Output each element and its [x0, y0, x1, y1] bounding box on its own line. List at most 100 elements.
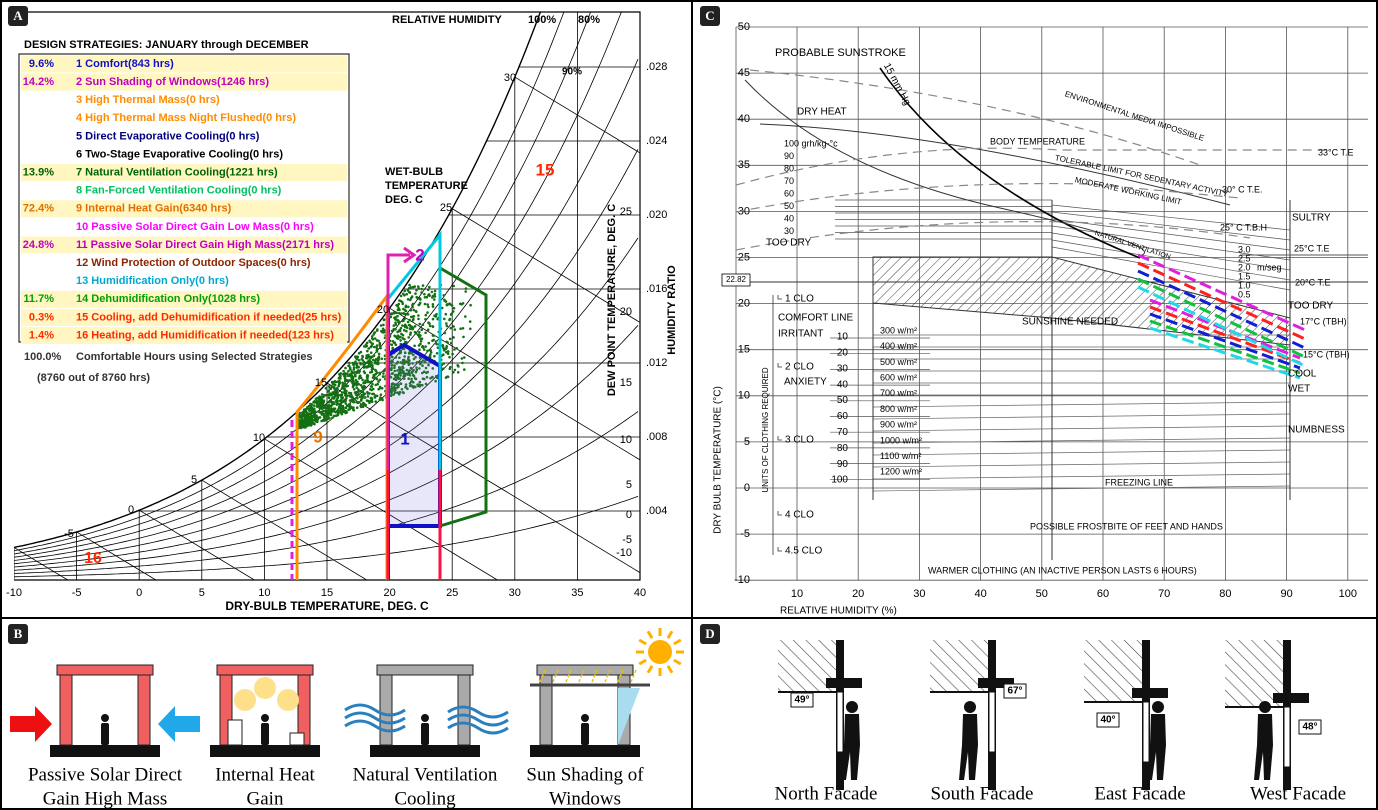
zone-label: ANXIETY: [784, 377, 827, 388]
scatter-dot: [331, 391, 334, 394]
scatter-dot: [405, 330, 408, 333]
scatter-dot: [418, 287, 421, 290]
panel-letter: B: [14, 626, 23, 641]
wind-label: 80: [837, 443, 849, 454]
scatter-dot: [321, 413, 324, 416]
scatter-dot: [341, 413, 344, 416]
scatter-dot: [462, 327, 465, 330]
scatter-dot: [403, 294, 406, 297]
scatter-dot: [461, 362, 464, 365]
scatter-dot: [413, 309, 416, 312]
scatter-dot: [364, 379, 367, 382]
label: WET-BULB: [385, 166, 443, 178]
scatter-dot: [355, 386, 358, 389]
scatter-dot: [346, 372, 349, 375]
label: (8760 out of 8760 hrs): [37, 372, 150, 384]
scatter-dot: [449, 368, 452, 371]
scatter-dot: [445, 351, 448, 354]
scatter-dot: [419, 323, 422, 326]
moisture-label: 90: [784, 151, 794, 161]
roof: [217, 665, 313, 675]
zone-label: 1: [400, 429, 409, 448]
caption: West Facade: [1250, 783, 1346, 804]
scatter-dot: [345, 390, 348, 393]
scatter-dot: [446, 303, 449, 306]
strategy-label: 8 Fan-Forced Ventilation Cooling(0 hrs): [76, 185, 282, 197]
floor: [370, 745, 480, 757]
scatter-dot: [343, 385, 346, 388]
scatter-dot: [312, 415, 315, 418]
y-tick-label: 0: [744, 482, 750, 494]
dew-point-label: 10: [620, 434, 632, 446]
scatter-dot: [392, 340, 395, 343]
zone-label: WARMER CLOTHING (AN INACTIVE PERSON LAST…: [928, 565, 1197, 575]
x-tick-label: -10: [6, 587, 22, 599]
radiation-label: 300 w/m²: [880, 325, 917, 335]
scatter-dot: [341, 400, 344, 403]
heat-blob: [234, 689, 256, 711]
roof: [57, 665, 153, 675]
scatter-dot: [398, 312, 401, 315]
scatter-dot: [339, 381, 342, 384]
scatter-dot: [374, 360, 377, 363]
scatter-dot: [402, 319, 405, 322]
scatter-dot: [310, 403, 313, 406]
scatter-dot: [369, 388, 372, 391]
x-tick-label: 50: [1036, 588, 1048, 600]
scatter-dot: [377, 359, 380, 362]
x-tick-label: 90: [1280, 588, 1292, 600]
person-body: [421, 723, 429, 745]
scatter-dot: [372, 388, 375, 391]
x-tick-label: 40: [634, 587, 646, 599]
scatter-dot: [299, 412, 302, 415]
scatter-dot: [397, 305, 400, 308]
wet-bulb-label: 10: [253, 432, 265, 444]
wet-bulb-label: -5: [64, 528, 74, 540]
wall: [380, 675, 392, 745]
scatter-dot: [450, 313, 453, 316]
person-head: [261, 714, 269, 722]
scatter-dot: [336, 403, 339, 406]
scatter-dot: [469, 304, 472, 307]
scatter-dot: [433, 298, 436, 301]
moisture-label: 60: [784, 188, 794, 198]
scatter-dot: [434, 290, 437, 293]
scatter-dot: [396, 331, 399, 334]
zone-label: 15: [536, 160, 555, 179]
scatter-dot: [366, 374, 369, 377]
radiation-label: 800 w/m²: [880, 404, 917, 414]
label: DESIGN STRATEGIES: JANUARY through DECEM…: [24, 39, 309, 51]
scatter-dot: [419, 334, 422, 337]
scatter-dot: [360, 403, 363, 406]
scatter-dot: [452, 336, 455, 339]
wind-label: 40: [837, 379, 849, 390]
scatter-dot: [361, 379, 364, 382]
scatter-dot: [329, 409, 332, 412]
marker-value: 22.82: [726, 275, 747, 284]
scatter-dot: [405, 305, 408, 308]
caption: East Facade: [1094, 783, 1185, 804]
scatter-dot: [426, 303, 429, 306]
heat-blob: [277, 689, 299, 711]
scatter-dot: [453, 348, 456, 351]
scatter-dot: [371, 368, 374, 371]
scatter-dot: [463, 368, 466, 371]
scatter-dot: [323, 399, 326, 402]
figure: ARELATIVE HUMIDITY100%80%90%DESIGN STRAT…: [0, 0, 1378, 810]
scatter-dot: [348, 364, 351, 367]
scatter-dot: [427, 328, 430, 331]
wet-bulb-label: 20: [377, 304, 389, 316]
scatter-dot: [343, 409, 346, 412]
y-tick-label: -10: [734, 574, 750, 586]
scatter-dot: [445, 376, 448, 379]
label: TEMPERATURE: [385, 180, 468, 192]
scatter-dot: [401, 301, 404, 304]
scatter-dot: [319, 416, 322, 419]
scatter-dot: [343, 388, 346, 391]
scatter-dot: [320, 402, 323, 405]
scatter-dot: [364, 396, 367, 399]
scatter-dot: [357, 366, 360, 369]
person-head: [581, 714, 589, 722]
scatter-dot: [452, 371, 455, 374]
person-head: [1152, 701, 1164, 713]
